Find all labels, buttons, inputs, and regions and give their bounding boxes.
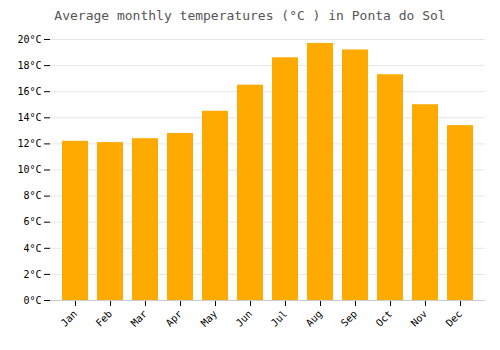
svg-text:16°C: 16°C: [17, 86, 41, 97]
svg-text:Jul: Jul: [269, 308, 290, 329]
svg-text:20°C: 20°C: [17, 34, 41, 45]
svg-text:Nov: Nov: [409, 308, 430, 329]
svg-text:4°C: 4°C: [23, 243, 41, 254]
svg-text:10°C: 10°C: [17, 164, 41, 175]
svg-text:May: May: [199, 308, 220, 329]
svg-text:Dec: Dec: [444, 308, 465, 329]
svg-text:2°C: 2°C: [23, 269, 41, 280]
svg-text:0°C: 0°C: [23, 295, 41, 306]
svg-text:6°C: 6°C: [23, 216, 41, 227]
svg-text:Oct: Oct: [374, 308, 395, 329]
html-text:Average monthly temperatures (: Average monthly temperatures (°C ) in Po…: [54, 8, 446, 23]
svg-text:Sep: Sep: [339, 308, 360, 329]
svg-text:Apr: Apr: [164, 308, 185, 329]
svg-text:Jan: Jan: [59, 308, 80, 329]
svg-text:Aug: Aug: [304, 308, 325, 329]
svg-text:18°C: 18°C: [17, 60, 41, 71]
svg-text:Feb: Feb: [94, 308, 115, 329]
svg-text:8°C: 8°C: [23, 190, 41, 201]
svg-text:14°C: 14°C: [17, 112, 41, 123]
svg-text:Jun: Jun: [234, 308, 255, 329]
svg-text:12°C: 12°C: [17, 138, 41, 149]
svg-text:Mar: Mar: [129, 308, 150, 329]
